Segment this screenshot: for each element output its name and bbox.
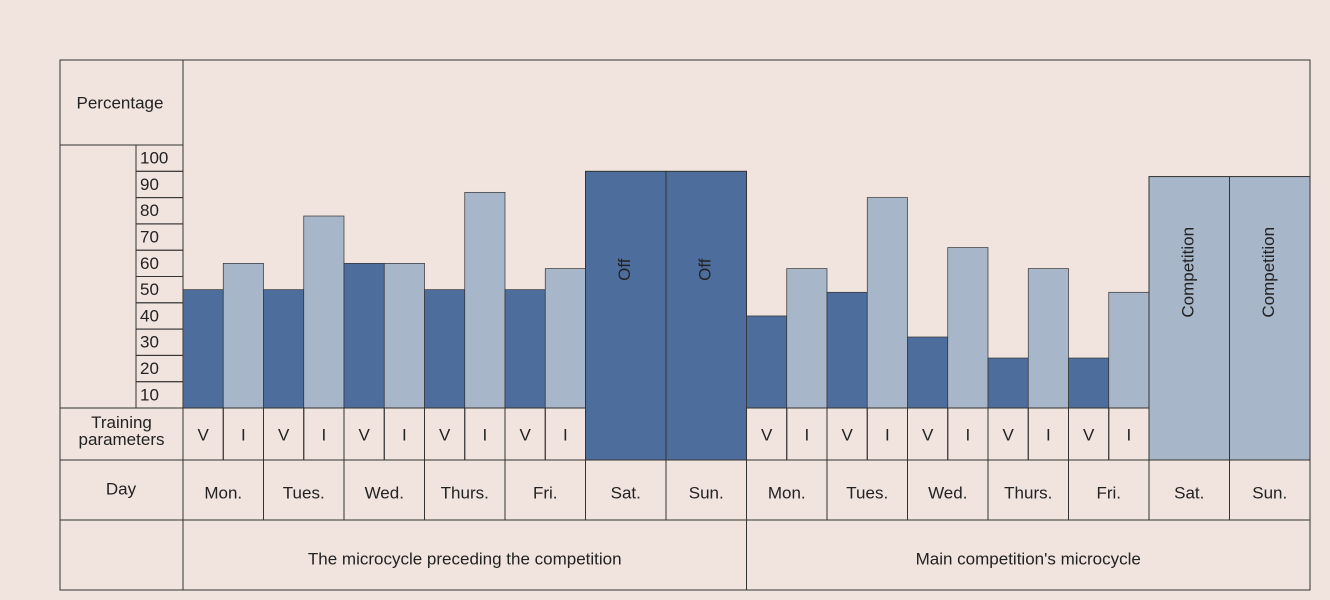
param-tick-label: V <box>1083 425 1095 444</box>
y-tick-label: 80 <box>140 201 159 220</box>
param-tick-label: I <box>483 425 488 444</box>
y-label: Percentage <box>77 93 164 112</box>
param-tick-label: V <box>278 425 290 444</box>
bar <box>746 315 788 409</box>
day-bar <box>585 170 667 461</box>
y-tick-label: 40 <box>140 306 159 325</box>
day-tick-label: Sat. <box>611 483 641 502</box>
bar <box>343 263 385 409</box>
day-tick-label: Mon. <box>204 483 242 502</box>
bar <box>383 263 425 409</box>
day-bar-label: Off <box>696 258 715 281</box>
day-tick-label: Wed. <box>928 483 967 502</box>
param-tick-label: I <box>241 425 246 444</box>
bar <box>464 191 506 409</box>
y-tick-label: 70 <box>140 228 159 247</box>
period-label: Main competition's microcycle <box>916 549 1141 568</box>
y-tick-label: 50 <box>140 280 159 299</box>
bar <box>786 268 828 409</box>
param-label: Training parameters <box>78 414 165 449</box>
param-tick-label: I <box>322 425 327 444</box>
bar <box>303 215 345 409</box>
bar <box>544 268 586 409</box>
param-tick-label: V <box>922 425 934 444</box>
param-tick-label: I <box>402 425 407 444</box>
day-bar <box>665 170 747 461</box>
day-tick-label: Fri. <box>533 483 558 502</box>
period-label: The microcycle preceding the competition <box>308 549 622 568</box>
bar <box>1108 291 1150 409</box>
param-tick-label: V <box>439 425 451 444</box>
param-tick-label: V <box>1002 425 1014 444</box>
bar <box>504 289 546 409</box>
bar <box>907 336 949 409</box>
param-tick-label: I <box>885 425 890 444</box>
bar <box>182 289 224 409</box>
param-tick-label: V <box>358 425 370 444</box>
bar <box>424 289 466 409</box>
y-tick-label: 100 <box>140 149 168 168</box>
day-tick-label: Wed. <box>365 483 404 502</box>
param-tick-label: I <box>1046 425 1051 444</box>
param-label-box: Training parameters <box>78 414 165 449</box>
param-tick-label: V <box>841 425 853 444</box>
y-tick-label: 10 <box>140 385 159 404</box>
period-cell <box>746 519 1311 591</box>
bar <box>826 291 868 409</box>
param-tick-label: I <box>805 425 810 444</box>
bar <box>263 289 305 409</box>
param-tick-label: V <box>197 425 209 444</box>
y-tick-label: 30 <box>140 333 159 352</box>
bar <box>1068 357 1110 409</box>
day-bar-label: Competition <box>1259 227 1278 318</box>
bar <box>987 357 1029 409</box>
y-tick-label: 60 <box>140 254 159 273</box>
day-tick-label: Sun. <box>1252 483 1287 502</box>
bar <box>1027 268 1069 409</box>
day-label: Day <box>106 479 137 498</box>
param-tick-label: I <box>966 425 971 444</box>
param-tick-label: V <box>519 425 531 444</box>
day-tick-label: Thurs. <box>1004 483 1052 502</box>
period-left-cell <box>59 519 184 591</box>
day-tick-label: Sun. <box>689 483 724 502</box>
y-tick-label: 20 <box>140 359 159 378</box>
day-tick-label: Sat. <box>1174 483 1204 502</box>
day-bar <box>1148 176 1230 461</box>
bar <box>947 247 989 409</box>
param-tick-label: I <box>1127 425 1132 444</box>
param-tick-label: I <box>563 425 568 444</box>
param-tick-label: V <box>761 425 773 444</box>
bar <box>866 197 908 409</box>
day-tick-label: Tues. <box>846 483 888 502</box>
day-bar-label: Competition <box>1179 227 1198 318</box>
bar <box>222 263 264 409</box>
day-bar <box>1229 176 1311 461</box>
day-bar-label: Off <box>615 258 634 281</box>
y-tick-label: 90 <box>140 175 159 194</box>
day-tick-label: Thurs. <box>441 483 489 502</box>
day-tick-label: Fri. <box>1096 483 1121 502</box>
day-tick-label: Mon. <box>768 483 806 502</box>
day-tick-label: Tues. <box>283 483 325 502</box>
